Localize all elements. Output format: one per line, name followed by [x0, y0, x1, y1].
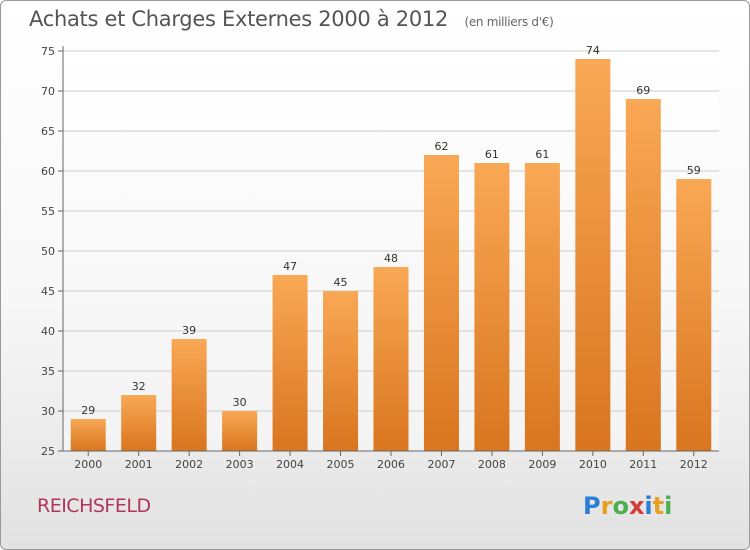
x-tick-label-2002: 2002: [175, 458, 203, 471]
bar-2007: [423, 155, 459, 451]
bar-2008: [474, 163, 510, 451]
x-tick-label-2011: 2011: [629, 458, 657, 471]
y-tick-label: 30: [41, 405, 55, 418]
bar-2009: [524, 163, 560, 451]
logo-letter: i: [664, 492, 673, 520]
bars: [70, 59, 712, 451]
bar-2005: [323, 291, 359, 451]
chart-unit-note: (en milliers d'€): [464, 15, 554, 29]
x-tick-label-2005: 2005: [327, 458, 355, 471]
data-label-2002: 39: [182, 324, 196, 337]
bar-2010: [575, 59, 611, 451]
y-tick-label: 45: [41, 285, 55, 298]
data-label-2000: 29: [81, 404, 95, 417]
bar-2003: [222, 411, 258, 451]
y-tick-label: 25: [41, 445, 55, 458]
y-tick-label: 65: [41, 125, 55, 138]
data-label-2004: 47: [283, 260, 297, 273]
x-tick-label-2009: 2009: [528, 458, 556, 471]
data-label-2009: 61: [535, 148, 549, 161]
data-label-2003: 30: [233, 396, 247, 409]
logo-letter: t: [652, 492, 665, 520]
logo-letter: o: [612, 492, 629, 520]
y-tick-label: 50: [41, 245, 55, 258]
data-label-2010: 74: [586, 44, 600, 57]
data-label-2005: 45: [334, 276, 348, 289]
x-tick-label-2007: 2007: [427, 458, 455, 471]
chart-title: Achats et Charges Externes 2000 à 2012 (…: [29, 7, 554, 31]
x-tick-label-2003: 2003: [226, 458, 254, 471]
axes: [58, 46, 719, 456]
data-label-2006: 48: [384, 252, 398, 265]
y-tick-label: 35: [41, 365, 55, 378]
data-label-2012: 59: [687, 164, 701, 177]
bar-2001: [121, 395, 157, 451]
y-tick-label: 60: [41, 165, 55, 178]
bar-2011: [625, 99, 661, 451]
x-tick-label-2000: 2000: [74, 458, 102, 471]
logo-letter: i: [644, 492, 653, 520]
x-tick-label-2004: 2004: [276, 458, 304, 471]
x-tick-label-2008: 2008: [478, 458, 506, 471]
x-tick-label-2012: 2012: [680, 458, 708, 471]
bar-2004: [272, 275, 308, 451]
labels: 25 30 35 40 45 50 55 60 65 70 75 29 2000 32 2001 39 2002…: [41, 44, 708, 471]
data-label-2007: 62: [434, 140, 448, 153]
x-tick-label-2001: 2001: [125, 458, 153, 471]
bar-2012: [676, 179, 712, 451]
x-tick-label-2010: 2010: [579, 458, 607, 471]
x-tick-label-2006: 2006: [377, 458, 405, 471]
chart-title-text: Achats et Charges Externes 2000 à 2012: [29, 7, 449, 31]
bar-2002: [171, 339, 207, 451]
bar-2000: [70, 419, 106, 451]
logo-letter: r: [600, 492, 613, 520]
proxiti-logo: Proxiti: [583, 492, 672, 520]
y-tick-label: 55: [41, 205, 55, 218]
bar-2006: [373, 267, 409, 451]
y-tick-label: 75: [41, 45, 55, 58]
data-label-2008: 61: [485, 148, 499, 161]
y-tick-label: 70: [41, 85, 55, 98]
y-tick-label: 40: [41, 325, 55, 338]
commune-name: REICHSFELD: [37, 495, 151, 517]
data-label-2011: 69: [636, 84, 650, 97]
logo-letter: x: [628, 492, 645, 520]
data-label-2001: 32: [132, 380, 146, 393]
logo-letter: P: [583, 492, 601, 520]
